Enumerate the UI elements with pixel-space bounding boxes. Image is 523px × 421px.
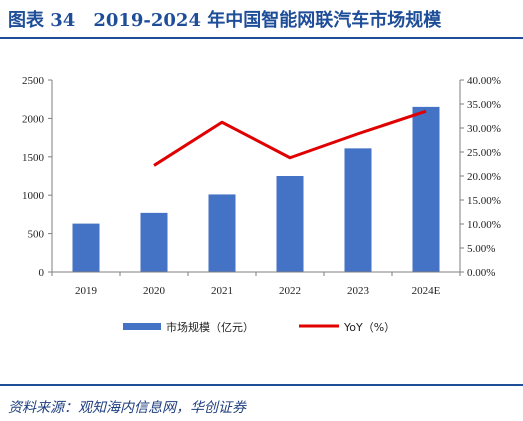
right-y-tick-label: 0.00%: [467, 267, 495, 279]
left-y-tick-label: 2500: [22, 75, 45, 87]
legend-line-label: YoY（%）: [343, 321, 395, 334]
left-y-tick-label: 1000: [22, 190, 45, 202]
bar-2022: [276, 176, 304, 272]
yoy-line-series: [153, 109, 427, 167]
bar-2021: [208, 194, 236, 272]
x-tick-label: 2023: [347, 285, 370, 297]
right-y-tick-label: 30.00%: [467, 123, 501, 135]
axes: [48, 79, 464, 276]
chart-area: 2019 2020 2021 2022 2023 2024E 0 500 1000 1500 20…: [22, 75, 501, 334]
left-y-tick-label: 2000: [22, 113, 45, 125]
chart-title: 图表 34 2019-2024 年中国智能网联汽车市场规模: [8, 10, 442, 31]
right-y-tick-label: 20.00%: [467, 171, 501, 183]
x-tick-labels: 2019 2020 2021 2022 2023 2024E: [75, 285, 441, 297]
right-y-tick-label: 15.00%: [467, 195, 501, 207]
source-note: 资料来源：观知海内信息网，华创证券: [8, 400, 246, 416]
x-tick-label: 2019: [75, 285, 98, 297]
left-y-tick-labels: 0 500 1000 1500 2000 2500: [22, 75, 45, 279]
bar-2020: [140, 212, 168, 272]
source-divider: [0, 384, 523, 386]
right-y-tick-label: 25.00%: [467, 147, 501, 159]
legend-bar-swatch: [123, 323, 161, 330]
right-y-tick-label: 35.00%: [467, 99, 501, 111]
left-y-tick-label: 1500: [22, 152, 45, 164]
left-y-tick-label: 500: [28, 229, 45, 241]
right-y-tick-label: 10.00%: [467, 219, 501, 231]
right-y-tick-label: 5.00%: [467, 243, 495, 255]
right-y-tick-label: 40.00%: [467, 75, 501, 87]
left-y-tick-label: 0: [39, 267, 45, 279]
legend: 市场规模（亿元） YoY（%）: [123, 320, 395, 334]
bar-2024E: [412, 106, 440, 272]
right-y-tick-labels: 0.00% 5.00% 10.00% 15.00% 20.00% 25.00% 30.00%…: [467, 75, 501, 279]
x-tick-label: 2024E: [412, 285, 441, 297]
legend-bar-label: 市场规模（亿元）: [166, 320, 254, 334]
x-tick-label: 2022: [279, 285, 301, 297]
x-tick-label: 2020: [143, 285, 166, 297]
bar-series: [72, 106, 440, 272]
yoy-line: [153, 109, 427, 167]
bar-2023: [344, 148, 372, 272]
bar-2019: [72, 223, 100, 272]
title-divider: [0, 37, 523, 39]
x-tick-label: 2021: [211, 285, 233, 297]
